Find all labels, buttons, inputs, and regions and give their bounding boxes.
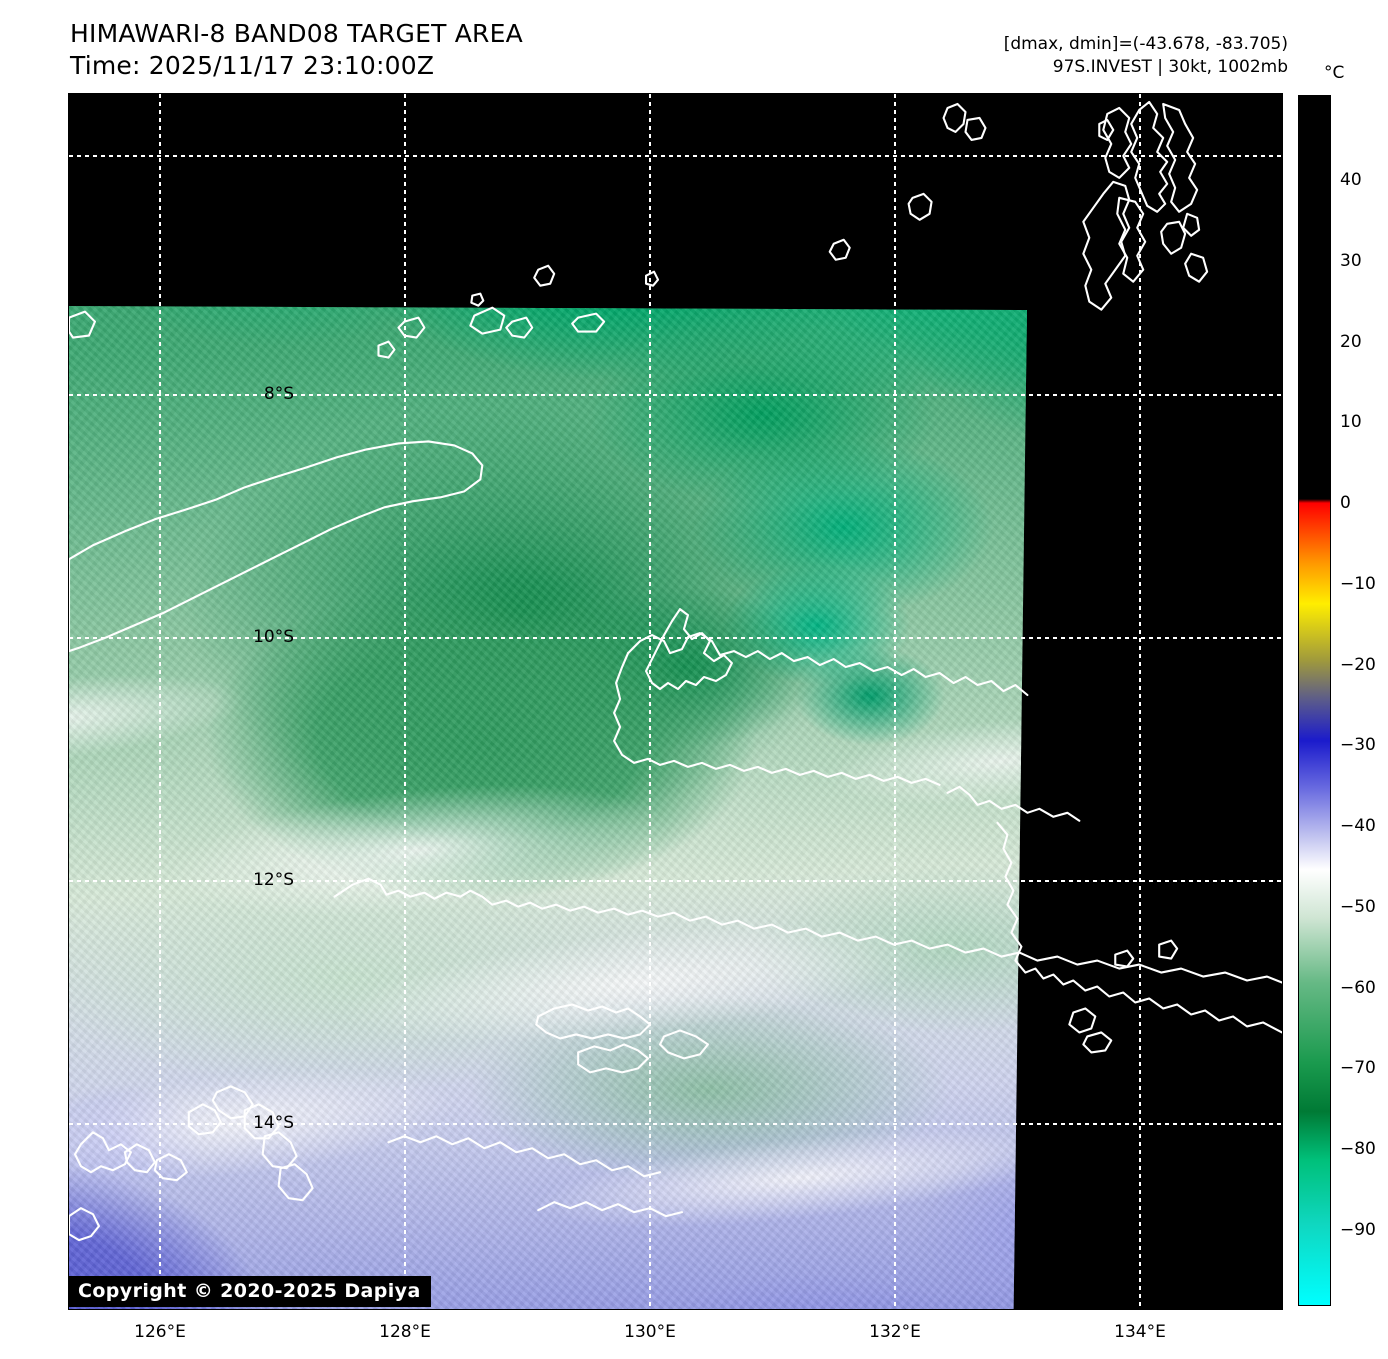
gridline-lon-126 [159, 94, 161, 1309]
cbar-tick-m80: −80 [1340, 1139, 1376, 1159]
temperature-colorbar[interactable] [1298, 95, 1331, 1306]
gridline-lat-8s [69, 394, 1282, 396]
data-range-label: [dmax, dmin]=(-43.678, -83.705) [1003, 34, 1288, 54]
cbar-tick-m50: −50 [1340, 897, 1376, 917]
gridline-lon-128 [404, 94, 406, 1309]
cbar-tick-20: 20 [1340, 332, 1362, 352]
gridline-lat-6s [69, 155, 1282, 157]
colorbar-unit-label: °C [1324, 63, 1345, 83]
gridline-lon-134 [1139, 94, 1141, 1309]
metadata-block: [dmax, dmin]=(-43.678, -83.705) 97S.INVE… [1004, 33, 1288, 79]
title-block: HIMAWARI-8 BAND08 TARGET AREA Time: 2025… [70, 18, 523, 82]
gridline-lat-14s [69, 1123, 1282, 1125]
ytick-label-10s: 10°S [253, 627, 294, 647]
xtick-label-128e: 128°E [379, 1322, 431, 1342]
observation-time: Time: 2025/11/17 23:10:00Z [70, 51, 435, 80]
xtick-label-132e: 132°E [869, 1322, 921, 1342]
ytick-label-12s: 12°S [253, 870, 294, 890]
cbar-tick-m20: −20 [1340, 655, 1376, 675]
cbar-tick-30: 30 [1340, 251, 1362, 271]
gridline-lat-10s [69, 637, 1282, 639]
raster-texture [69, 306, 1027, 1309]
satellite-raster-swath [69, 306, 1027, 1309]
page-title: HIMAWARI-8 BAND08 TARGET AREA [70, 19, 523, 48]
gridline-lat-12s [69, 880, 1282, 882]
copyright-badge: Copyright © 2020-2025 Dapiya [68, 1276, 431, 1307]
colorbar-gradient [1299, 96, 1330, 1305]
plot-inner [69, 94, 1282, 1309]
ytick-label-6s: 6°S [263, 145, 294, 165]
cbar-tick-10: 10 [1340, 412, 1362, 432]
xtick-label-126e: 126°E [134, 1322, 186, 1342]
xtick-label-130e: 130°E [624, 1322, 676, 1342]
gridline-lon-130 [649, 94, 651, 1309]
cbar-tick-40: 40 [1340, 170, 1362, 190]
cbar-tick-m60: −60 [1340, 978, 1376, 998]
cbar-tick-0: 0 [1340, 493, 1351, 513]
xtick-label-134e: 134°E [1114, 1322, 1166, 1342]
storm-info-label: 97S.INVEST | 30kt, 1002mb [1052, 57, 1288, 77]
cbar-tick-m40: −40 [1340, 816, 1376, 836]
cbar-tick-m90: −90 [1340, 1220, 1376, 1240]
ytick-label-14s: 14°S [253, 1113, 294, 1133]
satellite-image-plot[interactable] [68, 93, 1283, 1310]
cbar-tick-m10: −10 [1340, 574, 1376, 594]
gridline-lon-132 [894, 94, 896, 1309]
cbar-tick-m70: −70 [1340, 1058, 1376, 1078]
ytick-label-8s: 8°S [263, 384, 294, 404]
cbar-tick-m30: −30 [1340, 735, 1376, 755]
